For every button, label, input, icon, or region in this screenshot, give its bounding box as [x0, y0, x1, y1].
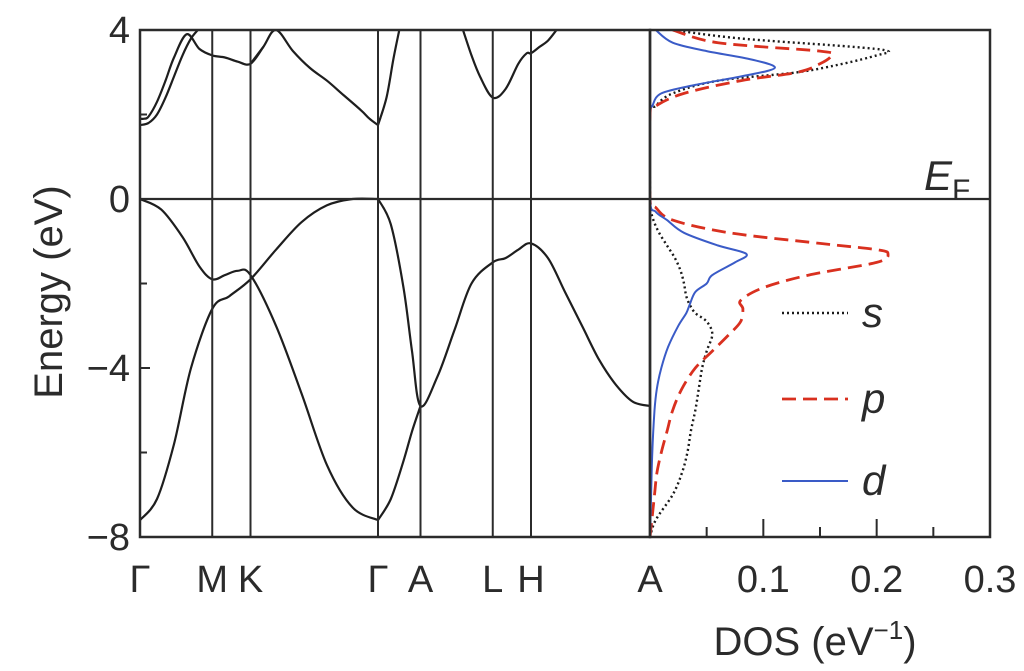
y-tick-label: −4: [87, 348, 130, 390]
y-tick-label: 4: [109, 10, 130, 52]
dos-x-tick-label: 0.3: [964, 559, 1017, 601]
band-lines-layer: [140, 30, 650, 522]
y-axis-label: Energy (eV): [27, 185, 71, 398]
dos-series-d: [650, 30, 776, 537]
band-line-5: [140, 33, 265, 120]
dos-x-tick-label: 0.1: [737, 559, 790, 601]
y-tick-label: −8: [87, 517, 130, 559]
kpoint-label: A: [637, 559, 663, 601]
band-line-7: [249, 30, 379, 126]
fermi-level-label: EF: [924, 152, 970, 207]
kpoint-gridlines: [211, 30, 532, 537]
band-line-3: [377, 198, 650, 408]
kpoint-label: Γ: [130, 559, 151, 601]
band-line-8: [376, 30, 401, 126]
kpoint-label: K: [238, 559, 263, 601]
legend-label-d: d: [862, 457, 887, 504]
legend-label-p: p: [860, 375, 885, 422]
kpoint-label: M: [196, 559, 228, 601]
dos-x-tick-label: 0.2: [850, 559, 903, 601]
band-line-9: [461, 30, 558, 100]
band-line-4: [377, 405, 422, 521]
band-line-2: [140, 197, 379, 521]
kpoint-label: L: [482, 559, 503, 601]
dos-series-layer: [650, 30, 891, 537]
band-line-1: [140, 197, 379, 522]
legend: spd: [782, 289, 887, 504]
kpoint-label: H: [517, 559, 544, 601]
band-line-6: [140, 30, 199, 127]
dos-x-axis-ticks: 0.1 0.2 0.3: [705, 519, 1017, 601]
dos-series-s: [650, 30, 891, 537]
x-axis-label: DOS (eV−1): [713, 615, 916, 664]
legend-label-s: s: [862, 289, 883, 336]
y-tick-label: 0: [109, 179, 130, 221]
kpoint-label: Γ: [368, 559, 389, 601]
kpoint-label: A: [408, 559, 434, 601]
dos-series-p: [650, 30, 890, 537]
dos-panel: 0.1 0.2 0.3 spd: [648, 28, 1017, 601]
